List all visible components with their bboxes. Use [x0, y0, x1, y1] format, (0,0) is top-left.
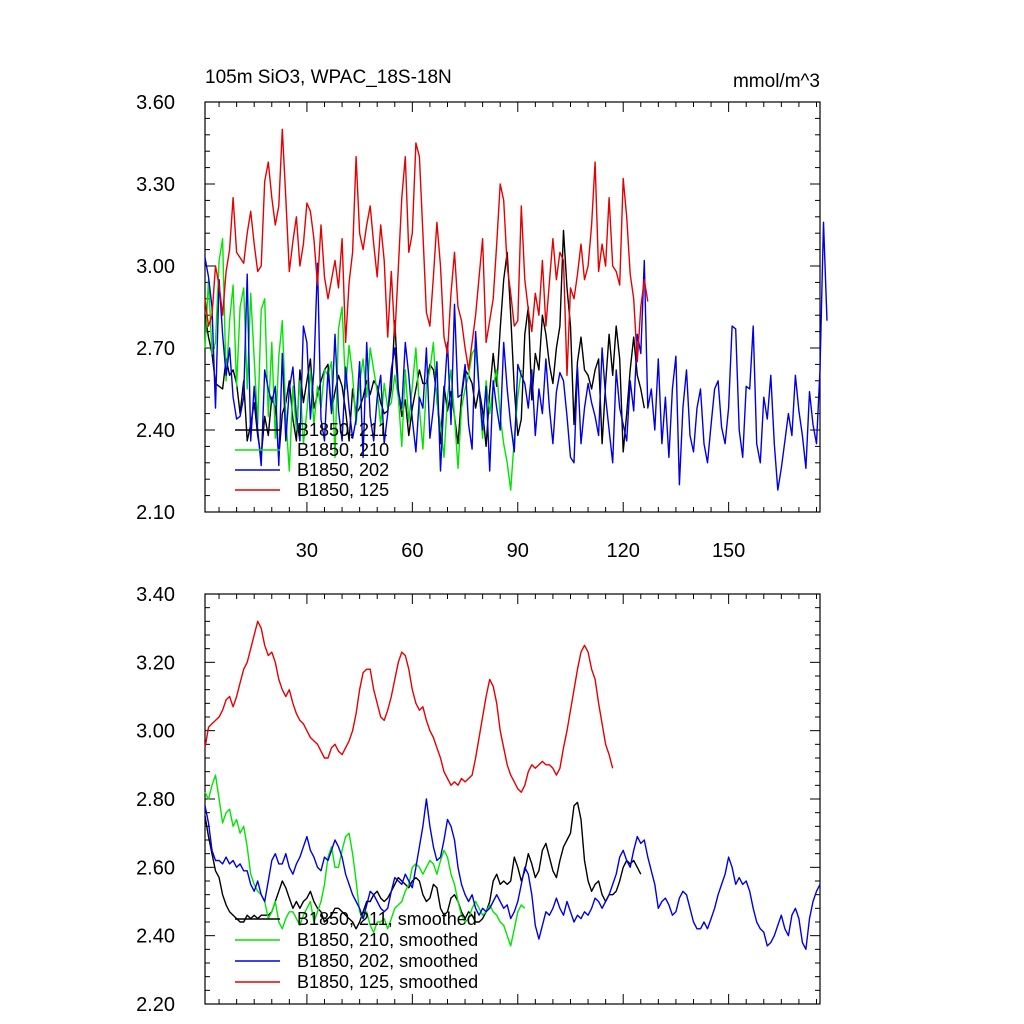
axis-ticks-bottom: 2.20 2.40 2.60 2.80 3.00 3.20 3.40: [136, 584, 820, 1016]
series-line: [204, 774, 526, 947]
legend-label: B1850, 211: [297, 420, 388, 440]
x-tick-label: 150: [712, 540, 745, 562]
legend-label: B1850, 202: [297, 460, 389, 480]
y-tick-label: 3.30: [136, 174, 175, 196]
y-tick-label: 2.20: [136, 994, 175, 1016]
y-tick-label: 2.80: [136, 789, 175, 811]
plot-frame-top: [204, 101, 821, 513]
legend-label: B1850, 210: [297, 440, 389, 460]
legend-label: B1850, 125: [297, 480, 389, 500]
y-tick-label: 3.00: [136, 721, 175, 743]
chart-title: 105m SiO3, WPAC_18S-18N: [205, 67, 452, 88]
x-tick-label: 30: [296, 540, 318, 562]
y-tick-label: 2.40: [136, 926, 175, 948]
y-tick-label: 3.20: [136, 652, 175, 674]
y-tick-label: 2.10: [136, 502, 175, 524]
series-line: [204, 620, 614, 793]
y-tick-label: 3.00: [136, 256, 175, 278]
chart-units: mmol/m^3: [733, 71, 820, 92]
x-tick-label: 90: [507, 540, 529, 562]
chart-top: 105m SiO3, WPAC_18S-18N mmol/m^3 30 60 90 1…: [136, 67, 828, 562]
series-line: [204, 798, 821, 950]
y-tick-label: 2.40: [136, 420, 175, 442]
chart-bottom: 2.20 2.40 2.60 2.80 3.00 3.20 3.40 B1850, 211,…: [136, 584, 821, 1016]
axis-ticks-top: 30 60 90 120 150 2.10 2.40 2.70 3.00 3.30 3.60: [136, 92, 820, 562]
legend-label: B1850, 125, smoothed: [297, 972, 478, 992]
legend-label: B1850, 211, smoothed: [297, 909, 477, 929]
y-tick-label: 2.70: [136, 338, 175, 360]
x-tick-label: 120: [607, 540, 640, 562]
legend-label: B1850, 202, smoothed: [297, 951, 478, 971]
series-line: [204, 801, 642, 930]
series-line: [204, 221, 828, 491]
x-tick-label: 60: [401, 540, 423, 562]
y-tick-label: 3.40: [136, 584, 175, 606]
y-tick-label: 3.60: [136, 92, 175, 114]
series-group-top: [204, 128, 828, 491]
y-tick-label: 2.60: [136, 857, 175, 879]
legend-label: B1850, 210, smoothed: [297, 930, 478, 950]
series-line: [204, 128, 649, 376]
series-group-bottom: [204, 620, 821, 950]
